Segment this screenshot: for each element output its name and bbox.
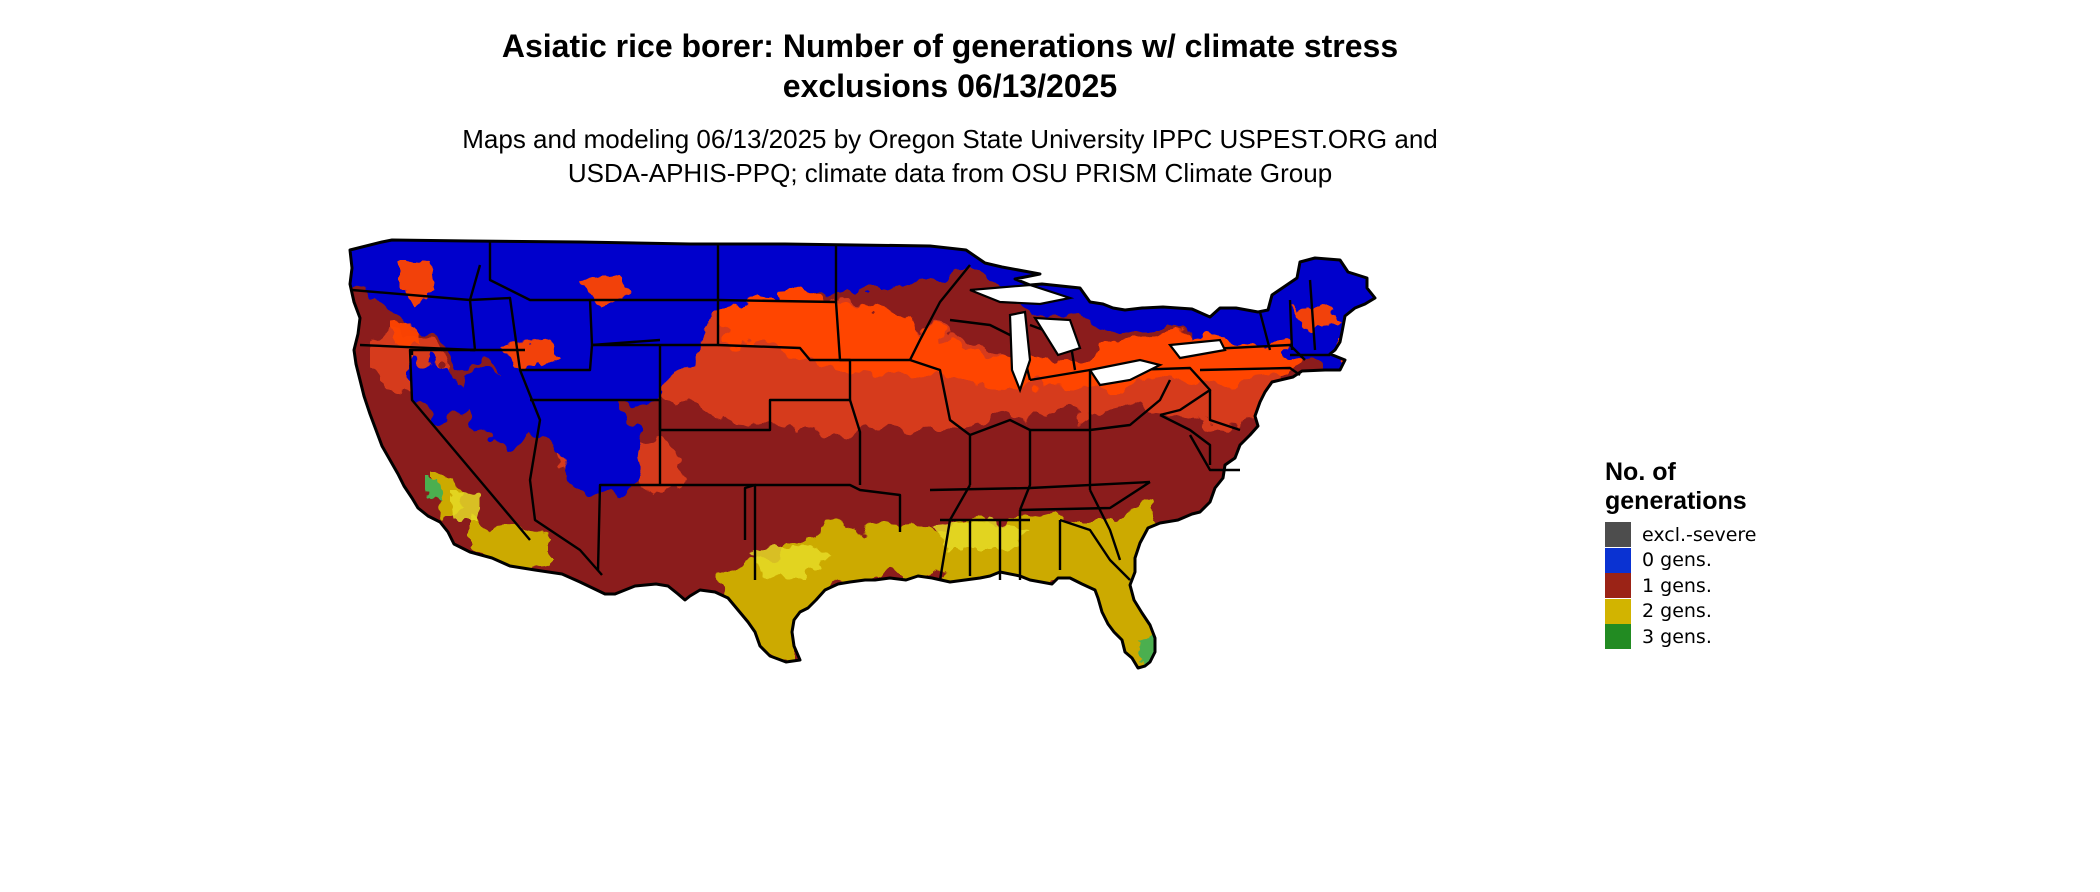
legend-label: 2 gens. [1642,600,1712,623]
us-generations-map [330,220,1590,890]
legend-item-1-gens: 1 gens. [1605,573,1905,599]
legend-item-3-gens: 3 gens. [1605,624,1905,650]
legend-label: 0 gens. [1642,549,1712,572]
legend-title: No. of generations [1605,458,1905,516]
map-legend: No. of generations excl.-severe 0 gens. … [1605,458,1905,650]
legend-title-line-2: generations [1605,487,1747,515]
legend-label: excl.-severe [1642,523,1757,546]
map-title-line-2: exclusions 06/13/2025 [782,68,1118,104]
legend-item-2-gens: 2 gens. [1605,598,1905,625]
great-lakes [969,283,1227,394]
legend-items: excl.-severe 0 gens. 1 gens. 2 gens. 3 g… [1605,522,1905,650]
legend-item-excl-severe: excl.-severe [1605,522,1905,548]
map-subtitle-line-2: USDA-APHIS-PPQ; climate data from OSU PR… [567,158,1333,188]
map-subtitle-line-1: Maps and modeling 06/13/2025 by Oregon S… [462,124,1438,154]
map-title-line-1: Asiatic rice borer: Number of generation… [501,28,1399,64]
zone-valley-speckle [390,260,1365,370]
legend-item-0-gens: 0 gens. [1605,547,1905,574]
legend-swatch [1605,573,1631,599]
legend-label: 1 gens. [1642,574,1712,597]
legend-title-line-1: No. of [1605,458,1676,486]
zone-two-gens-light [450,490,1030,580]
legend-swatch [1605,598,1631,624]
legend-swatch [1605,624,1631,650]
legend-label: 3 gens. [1642,625,1712,648]
legend-swatch [1605,522,1631,548]
legend-swatch [1605,547,1631,573]
